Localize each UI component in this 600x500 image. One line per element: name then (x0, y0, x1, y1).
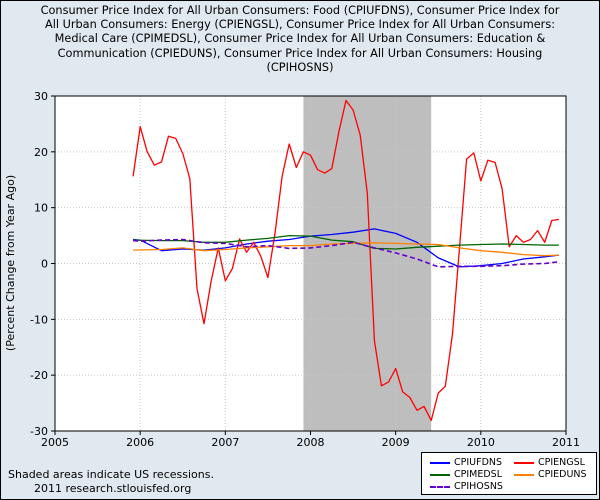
legend-swatch-cpihosns (430, 485, 450, 488)
legend-item-cpiengsl: CPIENGSL (514, 457, 585, 469)
y-tick-label: -10 (30, 313, 48, 326)
y-tick-label: -20 (30, 369, 48, 382)
y-axis-label: (Percent Change from Year Ago) (4, 175, 17, 351)
x-axis-ticks: 2005 2006 2007 2008 2009 2010 2011 (41, 431, 580, 449)
series-line-cpimedsl (133, 234, 559, 250)
series-lines (132, 99, 559, 422)
y-tick-label: 30 (34, 90, 48, 103)
x-tick-label: 2007 (211, 436, 239, 449)
recession-note: Shaded areas indicate US recessions. (8, 468, 214, 481)
legend-item-cpiufdns: CPIUFDNS (430, 457, 502, 469)
legend-item-cpieduns: CPIEDUNS (514, 469, 587, 481)
legend-label-cpieduns: CPIEDUNS (538, 469, 587, 480)
y-tick-label: -30 (30, 425, 48, 438)
legend-item-cpihosns: CPIHOSNS (430, 481, 503, 493)
series-line-cpihosns (133, 238, 559, 268)
legend-swatch-cpieduns (514, 473, 534, 476)
legend-swatch-cpiengsl (514, 461, 534, 464)
x-tick-label: 2006 (126, 436, 154, 449)
series-line-cpieduns (133, 242, 559, 257)
legend-swatch-cpimedsl (430, 473, 450, 476)
legend-label-cpihosns: CPIHOSNS (454, 481, 503, 492)
series-line-cpiengsl (132, 99, 559, 422)
x-tick-label: 2005 (41, 436, 69, 449)
legend-label-cpiufdns: CPIUFDNS (454, 457, 503, 468)
legend-item-cpimedsl: CPIMEDSL (430, 469, 502, 481)
legend: CPIUFDNS CPIENGSL CPIMEDSL CPIEDUNS CPIH… (421, 452, 597, 495)
y-tick-label: 0 (41, 258, 48, 271)
footnote: Shaded areas indicate US recessions. 201… (8, 468, 214, 496)
chart-title: Consumer Price Index for All Urban Consu… (40, 4, 560, 74)
y-tick-label: 10 (34, 202, 48, 215)
legend-label-cpimedsl: CPIMEDSL (454, 469, 503, 480)
source-credit: 2011 research.stlouisfed.org (34, 482, 192, 495)
x-tick-label: 2009 (382, 436, 410, 449)
x-tick-label: 2010 (467, 436, 495, 449)
y-axis-ticks: 30 20 10 0 -10 -20 -30 (30, 90, 55, 438)
legend-label-cpiengsl: CPIENGSL (538, 457, 585, 468)
x-tick-label: 2008 (297, 436, 325, 449)
legend-swatch-cpiufdns (430, 461, 450, 464)
x-tick-label: 2011 (552, 436, 580, 449)
y-tick-label: 20 (34, 146, 48, 159)
